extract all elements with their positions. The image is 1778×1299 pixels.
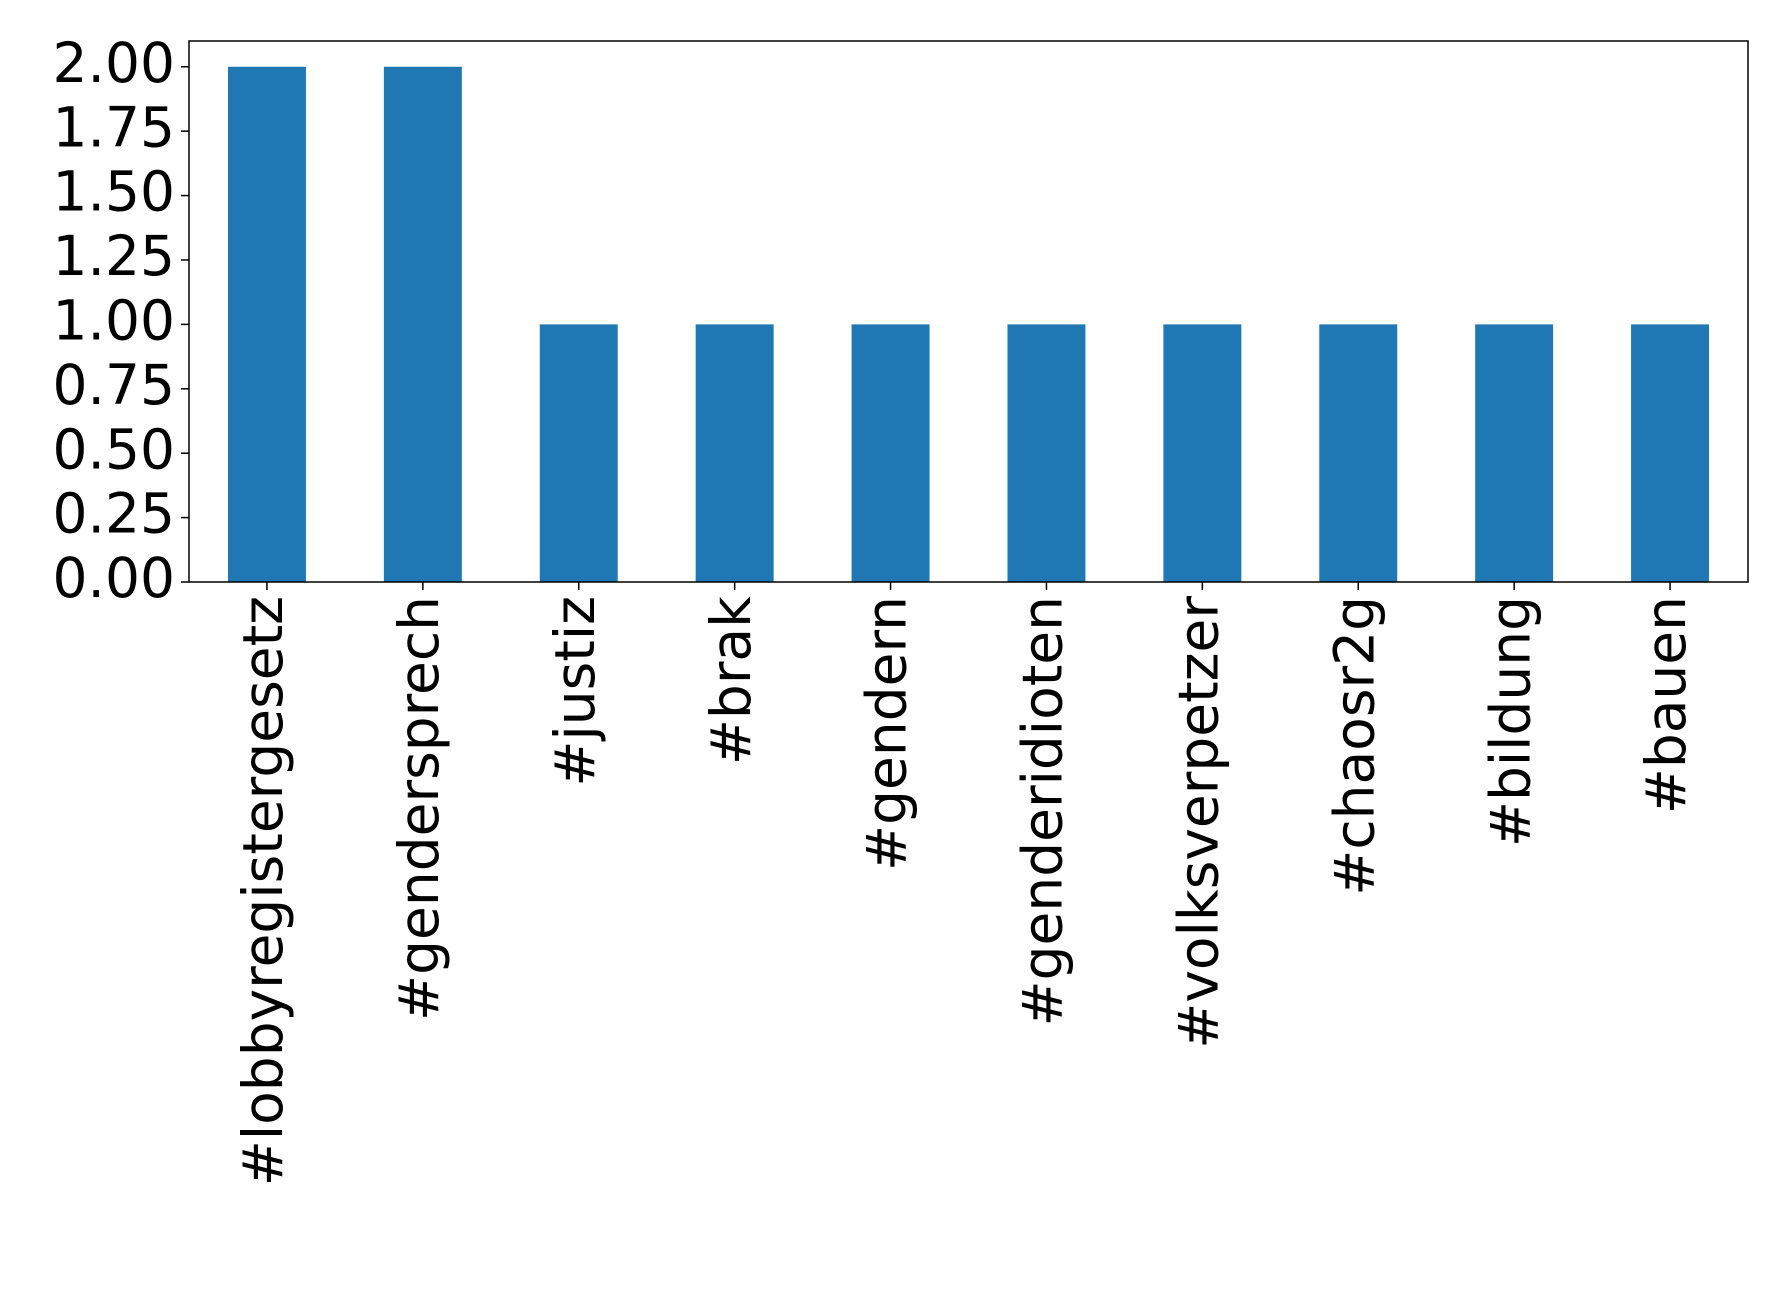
y-tick-label: 1.25 bbox=[53, 224, 175, 288]
x-tick-label: #gendersprech bbox=[387, 596, 451, 1021]
x-tick-label: #bauen bbox=[1634, 596, 1698, 814]
x-tick-label: #genderidioten bbox=[1011, 596, 1075, 1026]
y-tick-label: 1.75 bbox=[53, 95, 175, 159]
plot-frame bbox=[188, 40, 1749, 583]
x-tick-label: #bildung bbox=[1478, 596, 1542, 847]
y-tick-label: 1.50 bbox=[53, 160, 175, 224]
bar bbox=[695, 324, 774, 582]
y-tick-label: 1.00 bbox=[53, 289, 175, 353]
bar bbox=[1475, 324, 1554, 582]
bar bbox=[1631, 324, 1710, 582]
bar bbox=[1007, 324, 1086, 582]
y-tick-label: 2.00 bbox=[53, 31, 175, 95]
bar bbox=[227, 66, 306, 582]
x-tick-label: #gendern bbox=[855, 596, 919, 871]
x-tick-label: #brak bbox=[699, 596, 763, 765]
bar bbox=[383, 66, 462, 582]
bar bbox=[539, 324, 618, 582]
bar bbox=[851, 324, 930, 582]
x-tick-label: #justiz bbox=[543, 596, 607, 787]
y-tick-label: 0.75 bbox=[53, 353, 175, 417]
y-tick-label: 0.50 bbox=[53, 417, 175, 481]
y-tick-label: 0.00 bbox=[53, 546, 175, 610]
y-tick-label: 0.25 bbox=[53, 482, 175, 546]
x-tick-label: #lobbyregistergesetz bbox=[231, 596, 295, 1186]
x-tick-label: #volksverpetzer bbox=[1166, 596, 1230, 1049]
x-tick-label: #chaosr2g bbox=[1322, 596, 1386, 896]
bar bbox=[1319, 324, 1398, 582]
bar bbox=[1163, 324, 1242, 582]
